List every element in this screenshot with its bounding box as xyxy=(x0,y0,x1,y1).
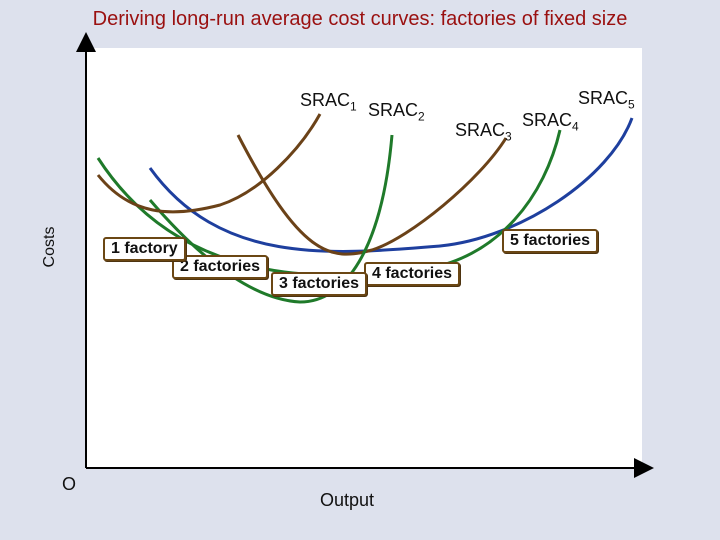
factory-label-3: 3 factories xyxy=(271,272,368,296)
factory-label-5: 5 factories xyxy=(502,229,599,253)
srac3-curve xyxy=(236,134,508,256)
y-axis-label: Costs xyxy=(41,226,58,268)
srac5-label: SRAC5 xyxy=(578,88,635,112)
factory-label-2: 2 factories xyxy=(172,255,269,279)
srac4-label: SRAC4 xyxy=(522,110,579,134)
factory-label-1: 1 factory xyxy=(103,237,186,261)
srac1-label: SRAC1 xyxy=(300,90,357,114)
factory-label-4: 4 factories xyxy=(364,262,461,286)
srac1-curve xyxy=(96,113,322,214)
origin-label: O xyxy=(62,474,77,494)
srac2-label: SRAC2 xyxy=(368,100,425,124)
x-axis-label: Output xyxy=(320,490,375,510)
srac5-curve xyxy=(148,117,634,253)
srac3-label: SRAC3 xyxy=(455,120,512,144)
slide-title: Deriving long-run average cost curves: f… xyxy=(92,8,628,30)
